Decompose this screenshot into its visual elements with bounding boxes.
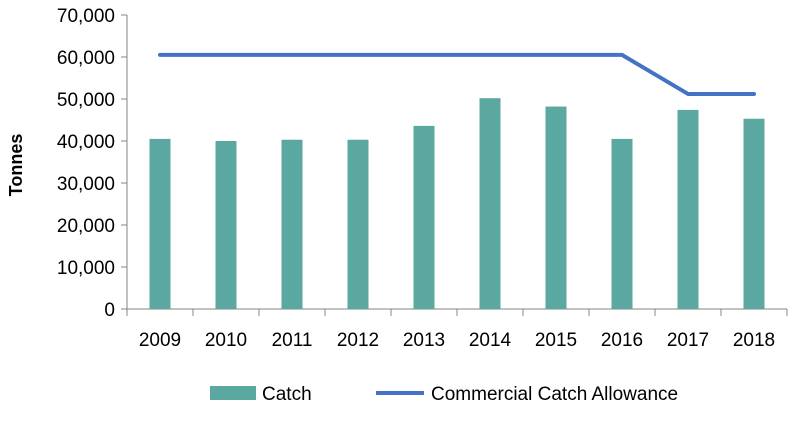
catch-bars: [149, 98, 765, 310]
catch-bar: [479, 98, 501, 309]
y-tick-label: 60,000: [57, 48, 115, 69]
y-tick-label: 10,000: [57, 258, 115, 279]
y-tick-label: 20,000: [57, 216, 115, 237]
x-tick-label: 2015: [535, 330, 577, 351]
catch-bar: [347, 139, 369, 309]
legend-label-allowance: Commercial Catch Allowance: [431, 384, 678, 405]
legend-swatch-catch: [210, 386, 256, 400]
legend: Catch Commercial Catch Allowance: [210, 384, 678, 405]
catch-bar: [545, 106, 567, 309]
catch-bar: [743, 118, 765, 310]
y-tick-label: 30,000: [57, 174, 115, 195]
allowance-line: [158, 52, 756, 96]
axes: [121, 14, 788, 316]
y-tick-label: 0: [104, 300, 115, 321]
x-tick-label: 2009: [139, 330, 181, 351]
x-tick-label: 2017: [667, 330, 709, 351]
catch-bar: [281, 139, 303, 309]
x-tick-label: 2010: [205, 330, 247, 351]
allowance-line-group: [158, 52, 756, 96]
x-tick-label: 2012: [337, 330, 379, 351]
catch-bar: [611, 138, 633, 309]
y-tick-label: 70,000: [57, 6, 115, 27]
catch-bar: [413, 125, 435, 309]
x-tick-label: 2016: [601, 330, 643, 351]
x-tick-label: 2011: [272, 330, 313, 351]
y-axis-label: Tonnes: [6, 134, 26, 197]
catch-bar: [149, 138, 171, 309]
catch-bar: [677, 109, 699, 309]
y-tick-labels: 0 10,000 20,000 30,000 40,000 50,000 60,000 70,…: [57, 6, 115, 321]
y-tick-label: 40,000: [57, 132, 115, 153]
x-tick-labels: 2009 2010 2011 2012 2013 2014 2015 2016 2017 2018: [139, 330, 775, 351]
x-tick-label: 2018: [733, 330, 775, 351]
catch-bar: [215, 141, 237, 309]
x-tick-label: 2013: [403, 330, 445, 351]
y-tick-label: 50,000: [57, 90, 115, 111]
x-tick-label: 2014: [469, 330, 512, 351]
legend-label-catch: Catch: [262, 384, 312, 405]
